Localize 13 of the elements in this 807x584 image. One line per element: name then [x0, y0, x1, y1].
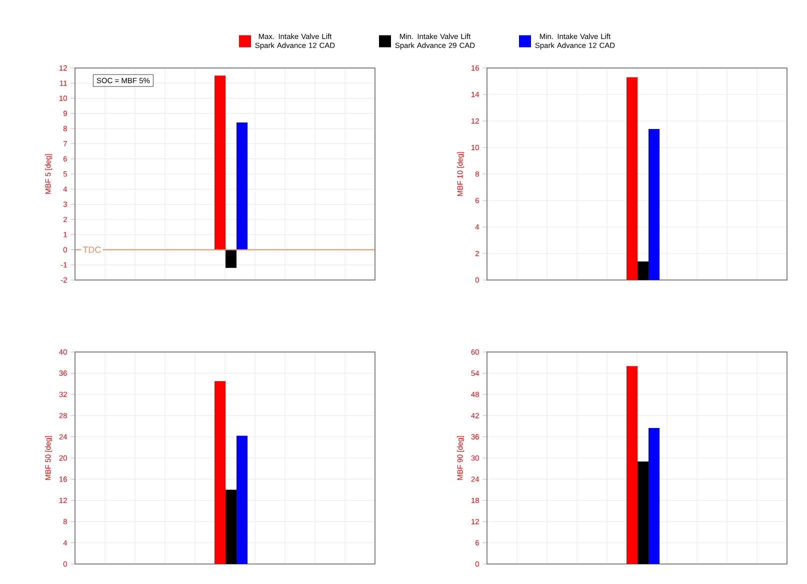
bar [236, 122, 248, 250]
bar [226, 250, 236, 268]
bar [648, 128, 660, 280]
bar [626, 366, 638, 564]
bar [638, 261, 649, 280]
bar [214, 381, 226, 564]
bar [236, 436, 248, 564]
ref-line-label: TDC [82, 246, 101, 253]
bar [638, 462, 649, 564]
bar [626, 77, 638, 280]
bar [648, 428, 660, 564]
bar [214, 76, 226, 250]
bar [226, 490, 236, 564]
